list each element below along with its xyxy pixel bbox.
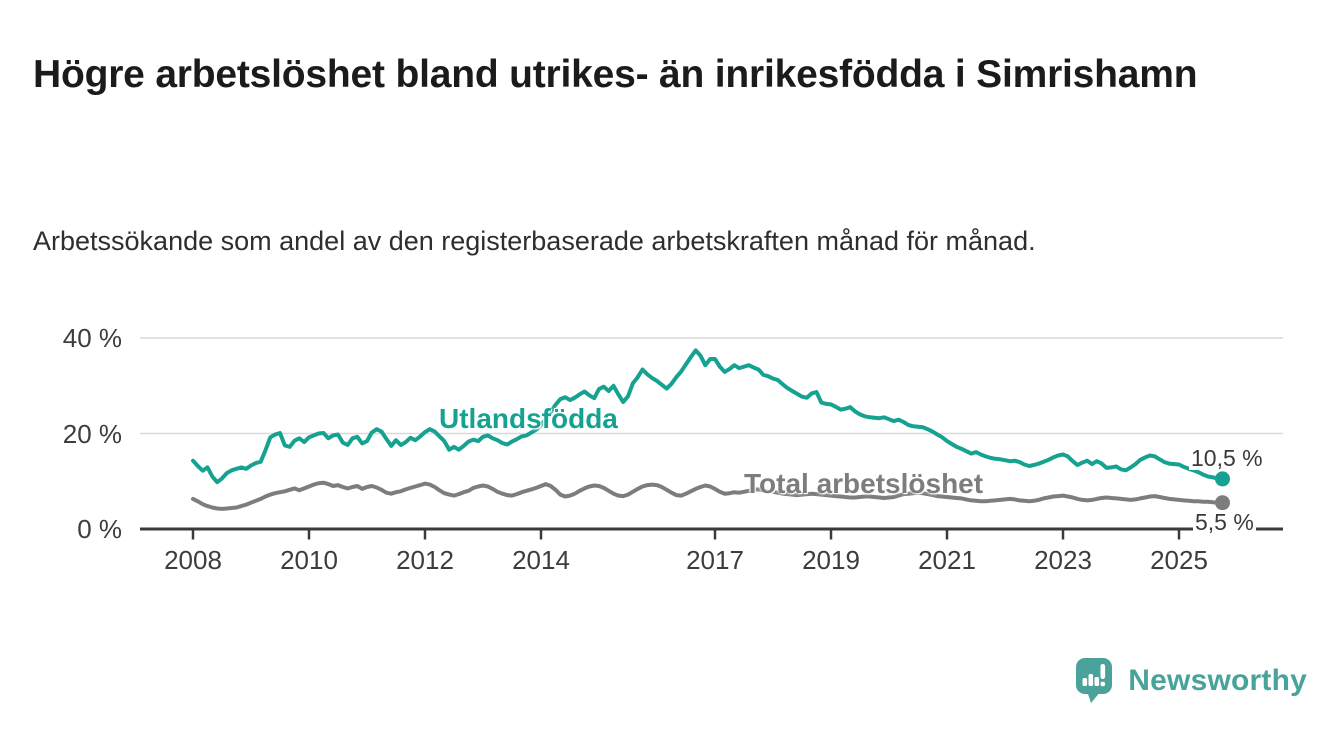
x-axis-label: 2014 — [512, 545, 570, 575]
end-dot-utlandsfodda — [1215, 471, 1230, 487]
newsworthy-icon — [1076, 658, 1113, 703]
line-utlandsfodda — [191, 348, 1225, 485]
series-label-utlandsfodda: Utlandsfödda — [439, 403, 618, 434]
x-axis-label: 2010 — [280, 545, 338, 575]
chart-canvas — [140, 337, 1283, 540]
x-axis-label: 2021 — [918, 545, 976, 575]
end-value-label-total: 5,5 % — [1193, 509, 1256, 535]
y-axis-label: 20 % — [62, 418, 122, 449]
y-axis-label: 0 % — [77, 514, 122, 544]
x-axis-label: 2019 — [802, 545, 860, 575]
x-axis-label: 2017 — [686, 545, 744, 575]
newsworthy-logo: Newsworthy — [1075, 658, 1307, 704]
brand-name: Newsworthy — [1128, 664, 1307, 697]
x-axis-label: 2008 — [164, 545, 222, 575]
end-dot-total — [1215, 495, 1230, 511]
chart-subtitle: Arbetssökande som andel av den registerb… — [33, 226, 1036, 256]
x-axis — [140, 527, 1283, 540]
page-title: Högre arbetslöshet bland utrikes- än inr… — [33, 53, 1198, 97]
series-lines — [191, 348, 1230, 511]
gridlines — [140, 337, 1283, 435]
line-total — [191, 480, 1225, 511]
y-axis-label: 40 % — [62, 323, 122, 353]
end-value-label-utlandsfodda: 10,5 % — [1189, 445, 1265, 471]
x-axis-label: 2012 — [396, 545, 454, 575]
series-label-total: Total arbetslöshet — [744, 468, 984, 499]
x-axis-label: 2023 — [1034, 545, 1092, 575]
x-axis-label: 2025 — [1150, 545, 1208, 575]
